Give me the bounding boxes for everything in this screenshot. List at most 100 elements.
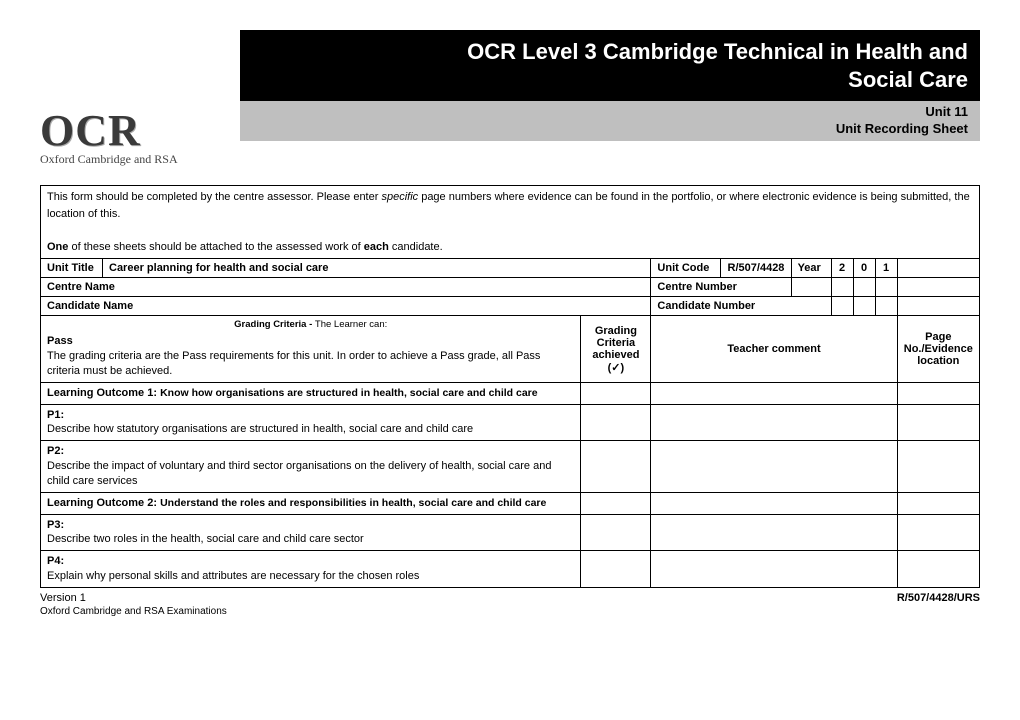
achieved-cell-3[interactable] (581, 492, 651, 514)
centre-num-3[interactable] (875, 278, 897, 297)
p2-text: Describe the impact of voluntary and thi… (47, 460, 551, 487)
ach-l3: achieved (✓) (592, 349, 639, 374)
pass-text: The grading criteria are the Pass requir… (47, 350, 540, 377)
lo1-title: Learning Outcome 1: (47, 387, 160, 399)
instr-l2-rest: of these sheets should be attached to th… (68, 241, 363, 253)
instr-l2-b1: One (47, 241, 68, 253)
criteria-text-2: P2: Describe the impact of voluntary and… (41, 441, 581, 493)
footer-code: R/507/4428/URS (897, 592, 980, 604)
comment-cell-5[interactable] (651, 551, 897, 588)
unit-title-value: Career planning for health and social ca… (103, 259, 651, 278)
criteria-text-3: Learning Outcome 2: Understand the roles… (41, 492, 581, 514)
criteria-row: Learning Outcome 2: Understand the roles… (41, 492, 980, 514)
achieved-cell-5[interactable] (581, 551, 651, 588)
achieved-cell-1[interactable] (581, 404, 651, 441)
page-l1: Page (925, 331, 951, 343)
title-line1: OCR Level 3 Cambridge Technical in Healt… (467, 39, 968, 64)
cand-num-0[interactable] (831, 297, 853, 316)
title-line2: Social Care (848, 67, 968, 92)
page-l3: location (917, 355, 959, 367)
page-cell-4[interactable] (897, 514, 979, 551)
footer: Version 1 R/507/4428/URS (40, 592, 980, 604)
achieved-cell-0[interactable] (581, 382, 651, 404)
lo2-desc: Understand the roles and responsibilitie… (160, 497, 546, 509)
unit-row: Unit Title Career planning for health an… (41, 259, 980, 278)
criteria-text-5: P4: Explain why personal skills and attr… (41, 551, 581, 588)
criteria-row: P1: Describe how statutory organisations… (41, 404, 980, 441)
centre-row: Centre Name Centre Number (41, 278, 980, 297)
instr-l1-italic: specific (381, 191, 418, 203)
centre-num-2[interactable] (853, 278, 875, 297)
criteria-row: Learning Outcome 1: Know how organisatio… (41, 382, 980, 404)
page-cell-5[interactable] (897, 551, 979, 588)
achieved-cell-2[interactable] (581, 441, 651, 493)
p1-text: Describe how statutory organisations are… (47, 423, 473, 435)
candidate-name-label: Candidate Name (41, 297, 651, 316)
p2-code: P2: (47, 445, 64, 457)
cand-num-1[interactable] (853, 297, 875, 316)
criteria-row: P4: Explain why personal skills and attr… (41, 551, 980, 588)
p4-text: Explain why personal skills and attribut… (47, 570, 419, 582)
p3-code: P3: (47, 519, 64, 531)
year-d2[interactable]: 0 (853, 259, 875, 278)
col-teacher-header: Teacher comment (651, 316, 897, 382)
comment-cell-2[interactable] (651, 441, 897, 493)
page-l2: No./Evidence (904, 343, 973, 355)
comment-cell-0[interactable] (651, 382, 897, 404)
instructions-cell: This form should be completed by the cen… (41, 186, 980, 259)
comment-cell-4[interactable] (651, 514, 897, 551)
centre-number-label: Centre Number (651, 278, 791, 297)
page-cell-0[interactable] (897, 382, 979, 404)
p1-code: P1: (47, 409, 64, 421)
unit-label: Unit 11 (925, 104, 968, 119)
centre-num-0[interactable] (791, 278, 831, 297)
logo-block: OCR Oxford Cambridge and RSA (40, 111, 980, 168)
year-label: Year (791, 259, 831, 278)
ach-l2: Criteria (597, 337, 636, 349)
instr-l1-pre: This form should be completed by the cen… (47, 191, 381, 203)
unit-code-value: R/507/4428 (721, 259, 791, 278)
comment-cell-1[interactable] (651, 404, 897, 441)
footer-version: Version 1 (40, 592, 86, 604)
criteria-text-1: P1: Describe how statutory organisations… (41, 404, 581, 441)
criteria-row: P2: Describe the impact of voluntary and… (41, 441, 980, 493)
p3-text: Describe two roles in the health, social… (47, 533, 364, 545)
page-cell-1[interactable] (897, 404, 979, 441)
year-d3[interactable]: 1 (875, 259, 897, 278)
criteria-text-4: P3: Describe two roles in the health, so… (41, 514, 581, 551)
cand-num-2[interactable] (875, 297, 897, 316)
achieved-cell-4[interactable] (581, 514, 651, 551)
centre-num-4[interactable] (897, 278, 979, 297)
year-d4[interactable] (897, 259, 979, 278)
grading-header-row: Grading Criteria - The Learner can: Pass… (41, 316, 980, 382)
pass-bold: Pass (47, 335, 73, 347)
main-table: This form should be completed by the cen… (40, 185, 980, 588)
cand-num-3[interactable] (897, 297, 979, 316)
lo2-title: Learning Outcome 2: (47, 497, 160, 509)
unit-title-label: Unit Title (41, 259, 103, 278)
col-achieved-header: Grading Criteria achieved (✓) (581, 316, 651, 382)
centre-num-1[interactable] (831, 278, 853, 297)
page-cell-3[interactable] (897, 492, 979, 514)
title-bar: OCR Level 3 Cambridge Technical in Healt… (240, 30, 980, 101)
grading-criteria-header: Grading Criteria - The Learner can: Pass… (41, 316, 581, 382)
unit-code-label: Unit Code (651, 259, 721, 278)
instr-l2-b2: each (364, 241, 389, 253)
p4-code: P4: (47, 555, 64, 567)
sheet-label: Unit Recording Sheet (836, 121, 968, 136)
gc-title-post: The Learner can: (315, 319, 387, 330)
gc-title-pre: Grading Criteria - (234, 319, 315, 330)
year-d1[interactable]: 2 (831, 259, 853, 278)
footer-org: Oxford Cambridge and RSA Examinations (40, 606, 980, 617)
centre-name-label: Centre Name (41, 278, 651, 297)
candidate-row: Candidate Name Candidate Number (41, 297, 980, 316)
ach-l1: Grading (595, 325, 637, 337)
col-page-header: Page No./Evidence location (897, 316, 979, 382)
instr-l2-end: candidate. (389, 241, 443, 253)
logo-subtitle: Oxford Cambridge and RSA (40, 152, 980, 167)
candidate-number-label: Candidate Number (651, 297, 831, 316)
criteria-row: P3: Describe two roles in the health, so… (41, 514, 980, 551)
lo1-desc: Know how organisations are structured in… (160, 387, 538, 399)
page-cell-2[interactable] (897, 441, 979, 493)
comment-cell-3[interactable] (651, 492, 897, 514)
